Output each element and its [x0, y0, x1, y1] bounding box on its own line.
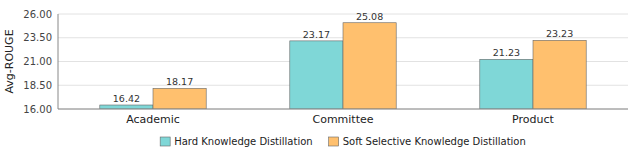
- y-tick-label: 21.00: [23, 56, 52, 67]
- y-tick-label: 16.00: [23, 104, 52, 115]
- y-axis-label: Avg-ROUGE: [3, 29, 16, 93]
- chart: 16.00 18.50 21.00 23.50 26.00 Avg-ROUGE 16.42 2…: [0, 0, 640, 155]
- x-tick-label: Product: [512, 113, 554, 126]
- data-label: 18.17: [166, 76, 193, 87]
- grid-line: [58, 14, 628, 15]
- data-label: 23.23: [546, 28, 573, 39]
- bar: [343, 23, 396, 109]
- bar: [533, 40, 586, 109]
- data-labels: 16.42 23.17 21.23 18.17 25.08 23.23: [113, 11, 573, 104]
- y-axis-line: [58, 14, 59, 109]
- bar: [100, 105, 153, 109]
- y-tick-label: 18.50: [23, 80, 52, 91]
- legend-label: Hard Knowledge Distillation: [174, 136, 313, 147]
- legend: Hard Knowledge Distillation Soft Selectiv…: [160, 136, 526, 147]
- x-tick-label: Academic: [126, 113, 180, 126]
- y-tick-label: 23.50: [23, 32, 52, 43]
- data-label: 21.23: [493, 47, 520, 58]
- data-label: 25.08: [356, 11, 383, 22]
- bar: [480, 59, 533, 109]
- y-tick-label: 26.00: [23, 9, 52, 20]
- grid-line: [58, 109, 628, 110]
- x-axis-line: [58, 109, 628, 110]
- legend-swatch: [160, 137, 170, 146]
- legend-label: Soft Selective Knowledge Distillation: [343, 136, 526, 147]
- bar: [153, 88, 206, 109]
- data-label: 16.42: [113, 93, 140, 104]
- legend-swatch: [329, 137, 339, 146]
- x-tick-label: Committee: [312, 113, 373, 126]
- data-label: 23.17: [303, 29, 330, 40]
- bars: [100, 23, 586, 109]
- bar: [290, 41, 343, 109]
